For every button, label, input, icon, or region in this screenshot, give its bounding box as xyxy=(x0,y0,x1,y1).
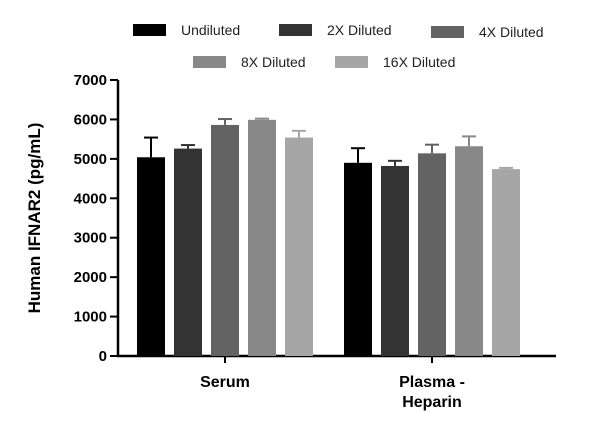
legend-item: 4X Diluted xyxy=(431,24,544,40)
bar xyxy=(381,165,409,356)
bars xyxy=(137,117,520,356)
legend-swatch xyxy=(431,26,464,38)
bar xyxy=(174,148,202,356)
legend-label: 8X Diluted xyxy=(241,54,306,70)
legend-swatch xyxy=(279,24,312,36)
bar-group xyxy=(344,135,520,356)
y-tick-label: 6000 xyxy=(74,111,107,128)
legend-label: 16X Diluted xyxy=(383,54,455,70)
bar xyxy=(344,162,372,356)
bar xyxy=(248,119,276,356)
y-tick-label: 2000 xyxy=(74,269,107,286)
legend-label: 2X Diluted xyxy=(327,22,392,38)
y-axis-label: Human IFNAR2 (pg/mL) xyxy=(25,123,44,314)
y-tick-label: 4000 xyxy=(74,190,107,207)
legend-swatch xyxy=(133,24,166,36)
legend-label: 4X Diluted xyxy=(479,24,544,40)
x-tick-label: Serum xyxy=(200,374,250,391)
bar xyxy=(211,124,239,356)
bar xyxy=(285,137,313,356)
bar-group xyxy=(137,117,313,356)
y-tick-label: 3000 xyxy=(74,230,107,247)
y-tick-label: 1000 xyxy=(74,309,107,326)
bar xyxy=(492,169,520,356)
legend-swatch xyxy=(193,56,226,68)
legend-label: Undiluted xyxy=(181,22,240,38)
legend-item: 8X Diluted xyxy=(193,54,306,70)
x-tick-label: Plasma -Heparin xyxy=(399,374,465,411)
y-tick-label: 5000 xyxy=(74,151,107,168)
legend-item: Undiluted xyxy=(133,22,240,38)
axes: 0 1000 2000 3000 4000 5000 6000 7000 Serum Plasma… xyxy=(74,72,556,411)
bar xyxy=(137,157,165,356)
legend-swatch xyxy=(335,56,368,68)
y-tick-label: 7000 xyxy=(74,72,107,89)
bar xyxy=(455,146,483,356)
bar xyxy=(418,153,446,356)
y-tick-label: 0 xyxy=(99,348,107,365)
legend: Undiluted 2X Diluted 4X Diluted 8X Diluted 1… xyxy=(133,22,544,70)
legend-item: 2X Diluted xyxy=(279,22,392,38)
legend-item: 16X Diluted xyxy=(335,54,455,70)
